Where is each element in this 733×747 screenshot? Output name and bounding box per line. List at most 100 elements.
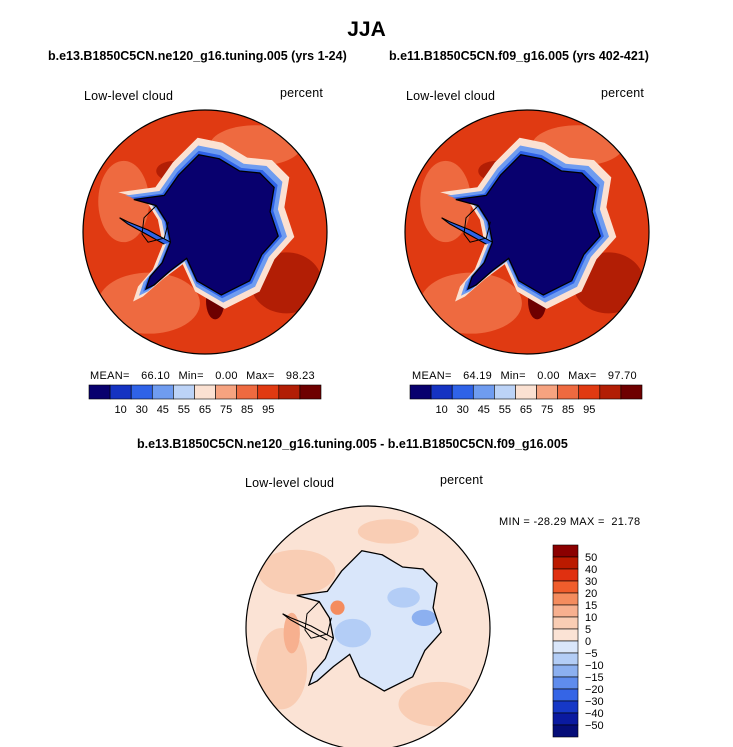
colorbar3-box-4 [552,592,579,606]
colorbar1-box-4 [173,384,195,400]
colorbar2-box-9 [599,384,622,400]
colorbar1-box-6 [215,384,237,400]
disk-1-field [83,110,327,354]
colorbar1-tick-2: 45 [157,404,169,416]
colorbar1-box-3 [151,384,174,400]
colorbar1-tick-5: 75 [220,404,232,416]
antarctic-field-2 [455,154,601,295]
colorbar3-box-0 [552,544,579,558]
antarctic-field-1 [133,154,279,295]
disk-3-field [246,506,490,747]
colorbar3-box-14 [552,712,579,726]
colorbar1-box-7 [236,384,259,400]
disk-border-3 [245,505,491,747]
panel2-min-value: 0.00 [537,370,560,382]
colorbar3-tick-9: −10 [585,660,604,672]
colorbar2-box-2 [451,384,474,400]
colorbar3-tick-8: −5 [585,648,598,660]
colorbar3-box-1 [552,556,579,570]
colorbar1-box-1 [109,384,132,400]
peninsula-coast-2 [441,217,493,245]
colorbar2-tick-6: 85 [562,404,574,416]
panel2-min-label: Min= [500,370,526,382]
panel2-mean-value: 64.19 [463,370,493,382]
colorbar2-box-7 [557,384,580,400]
colorbar1-tick-4: 65 [199,404,211,416]
colorbar2-box-6 [536,384,558,400]
colorbar2-tick-2: 45 [478,404,490,416]
colorbar2-tick-1: 30 [457,404,469,416]
colorbar2-box-4 [494,384,516,400]
ocean-patch-1-c [98,160,150,243]
colorbar3-box-10 [552,664,579,678]
weddell-coast-1 [141,205,169,243]
colorbar1-tick-1: 30 [136,404,148,416]
colorbar3-tick-1: 40 [585,564,597,576]
weddell-coast-3 [304,601,332,639]
panel2-units: percent [601,86,645,100]
colorbar1-tick-7: 95 [262,404,274,416]
panel3-case-title: b.e13.B1850C5CN.ne120_g16.tuning.005 - b… [137,437,568,451]
colorbar3-box-2 [552,568,579,582]
colorbar2-box-10 [620,384,643,400]
colorbar3-tick-0: 50 [585,552,597,564]
diff-patch-i [411,609,437,626]
diff-patch-c [398,681,480,727]
colorbar3-tick-14: −50 [585,720,604,732]
peninsula-field-1 [119,217,171,245]
panel3-units: percent [440,473,484,487]
colorbar3-box-5 [552,604,579,618]
colorbar3-tick-3: 20 [585,588,597,600]
colorbar3-tick-11: −20 [585,684,604,696]
panel1-min-label: Min= [178,370,204,382]
colorbar3-box-6 [552,616,579,630]
diff-patch-a [258,549,336,595]
colorbar1-tick-3: 55 [178,404,190,416]
panel1-units: percent [280,86,324,100]
panel2-max-label: Max= [568,370,597,382]
diff-antarctic-field [296,550,442,691]
colorbar3-box-12 [552,688,579,702]
colorbar2-box-0 [409,384,432,400]
colorbar2-tick-0: 10 [436,404,448,416]
colorbar2-tick-4: 65 [520,404,532,416]
weddell-coast-2 [463,205,491,243]
panel1-mean-label: MEAN= [90,370,130,382]
ocean-patch-2-c [420,160,472,243]
disk-border-2 [404,109,650,355]
panel3-minmax: MIN = -28.29 MAX = 21.78 [499,516,641,528]
colorbar1-box-10 [299,384,322,400]
colorbar2-box-3 [472,384,495,400]
colorbar2-box-5 [515,384,537,400]
colorbar3-box-8 [552,640,579,654]
colorbar3-tick-12: −30 [585,696,604,708]
colorbar1-box-5 [194,384,216,400]
panel1-mean-value: 66.10 [141,370,171,382]
colorbar3-tick-4: 15 [585,600,597,612]
diff-patch-e [283,612,300,654]
panel1-max-label: Max= [246,370,275,382]
panel1-case-title: b.e13.B1850C5CN.ne120_g16.tuning.005 (yr… [48,49,347,63]
coastline-2 [455,153,601,296]
panel1-max-value: 98.23 [285,370,315,382]
disk-2-field [405,110,649,354]
colorbar1-box-9 [278,384,301,400]
panel3-var-label: Low-level cloud [245,476,335,490]
panel2-case-title: b.e11.B1850C5CN.f09_g16.005 (yrs 402-421… [389,49,649,63]
diff-patch-h [330,600,345,615]
colorbar3-tick-13: −40 [585,708,604,720]
panel1-min-value: 0.00 [215,370,238,382]
colorbar2-box-8 [578,384,601,400]
panel1-stats: MEAN= 66.10 Min= 0.00 Max= 98.23 [90,370,315,382]
panel2-max-value: 97.70 [607,370,637,382]
peninsula-field-2 [441,217,493,245]
colorbar3-tick-10: −15 [585,672,604,684]
colorbar3-box-7 [552,628,579,642]
colorbar3-box-3 [552,580,579,594]
colorbar3-tick-6: 5 [585,624,591,636]
coastline-3 [296,549,442,692]
colorbar2-tick-3: 55 [499,404,511,416]
panel2-var-label: Low-level cloud [406,89,496,103]
colorbar2-tick-5: 75 [541,404,553,416]
